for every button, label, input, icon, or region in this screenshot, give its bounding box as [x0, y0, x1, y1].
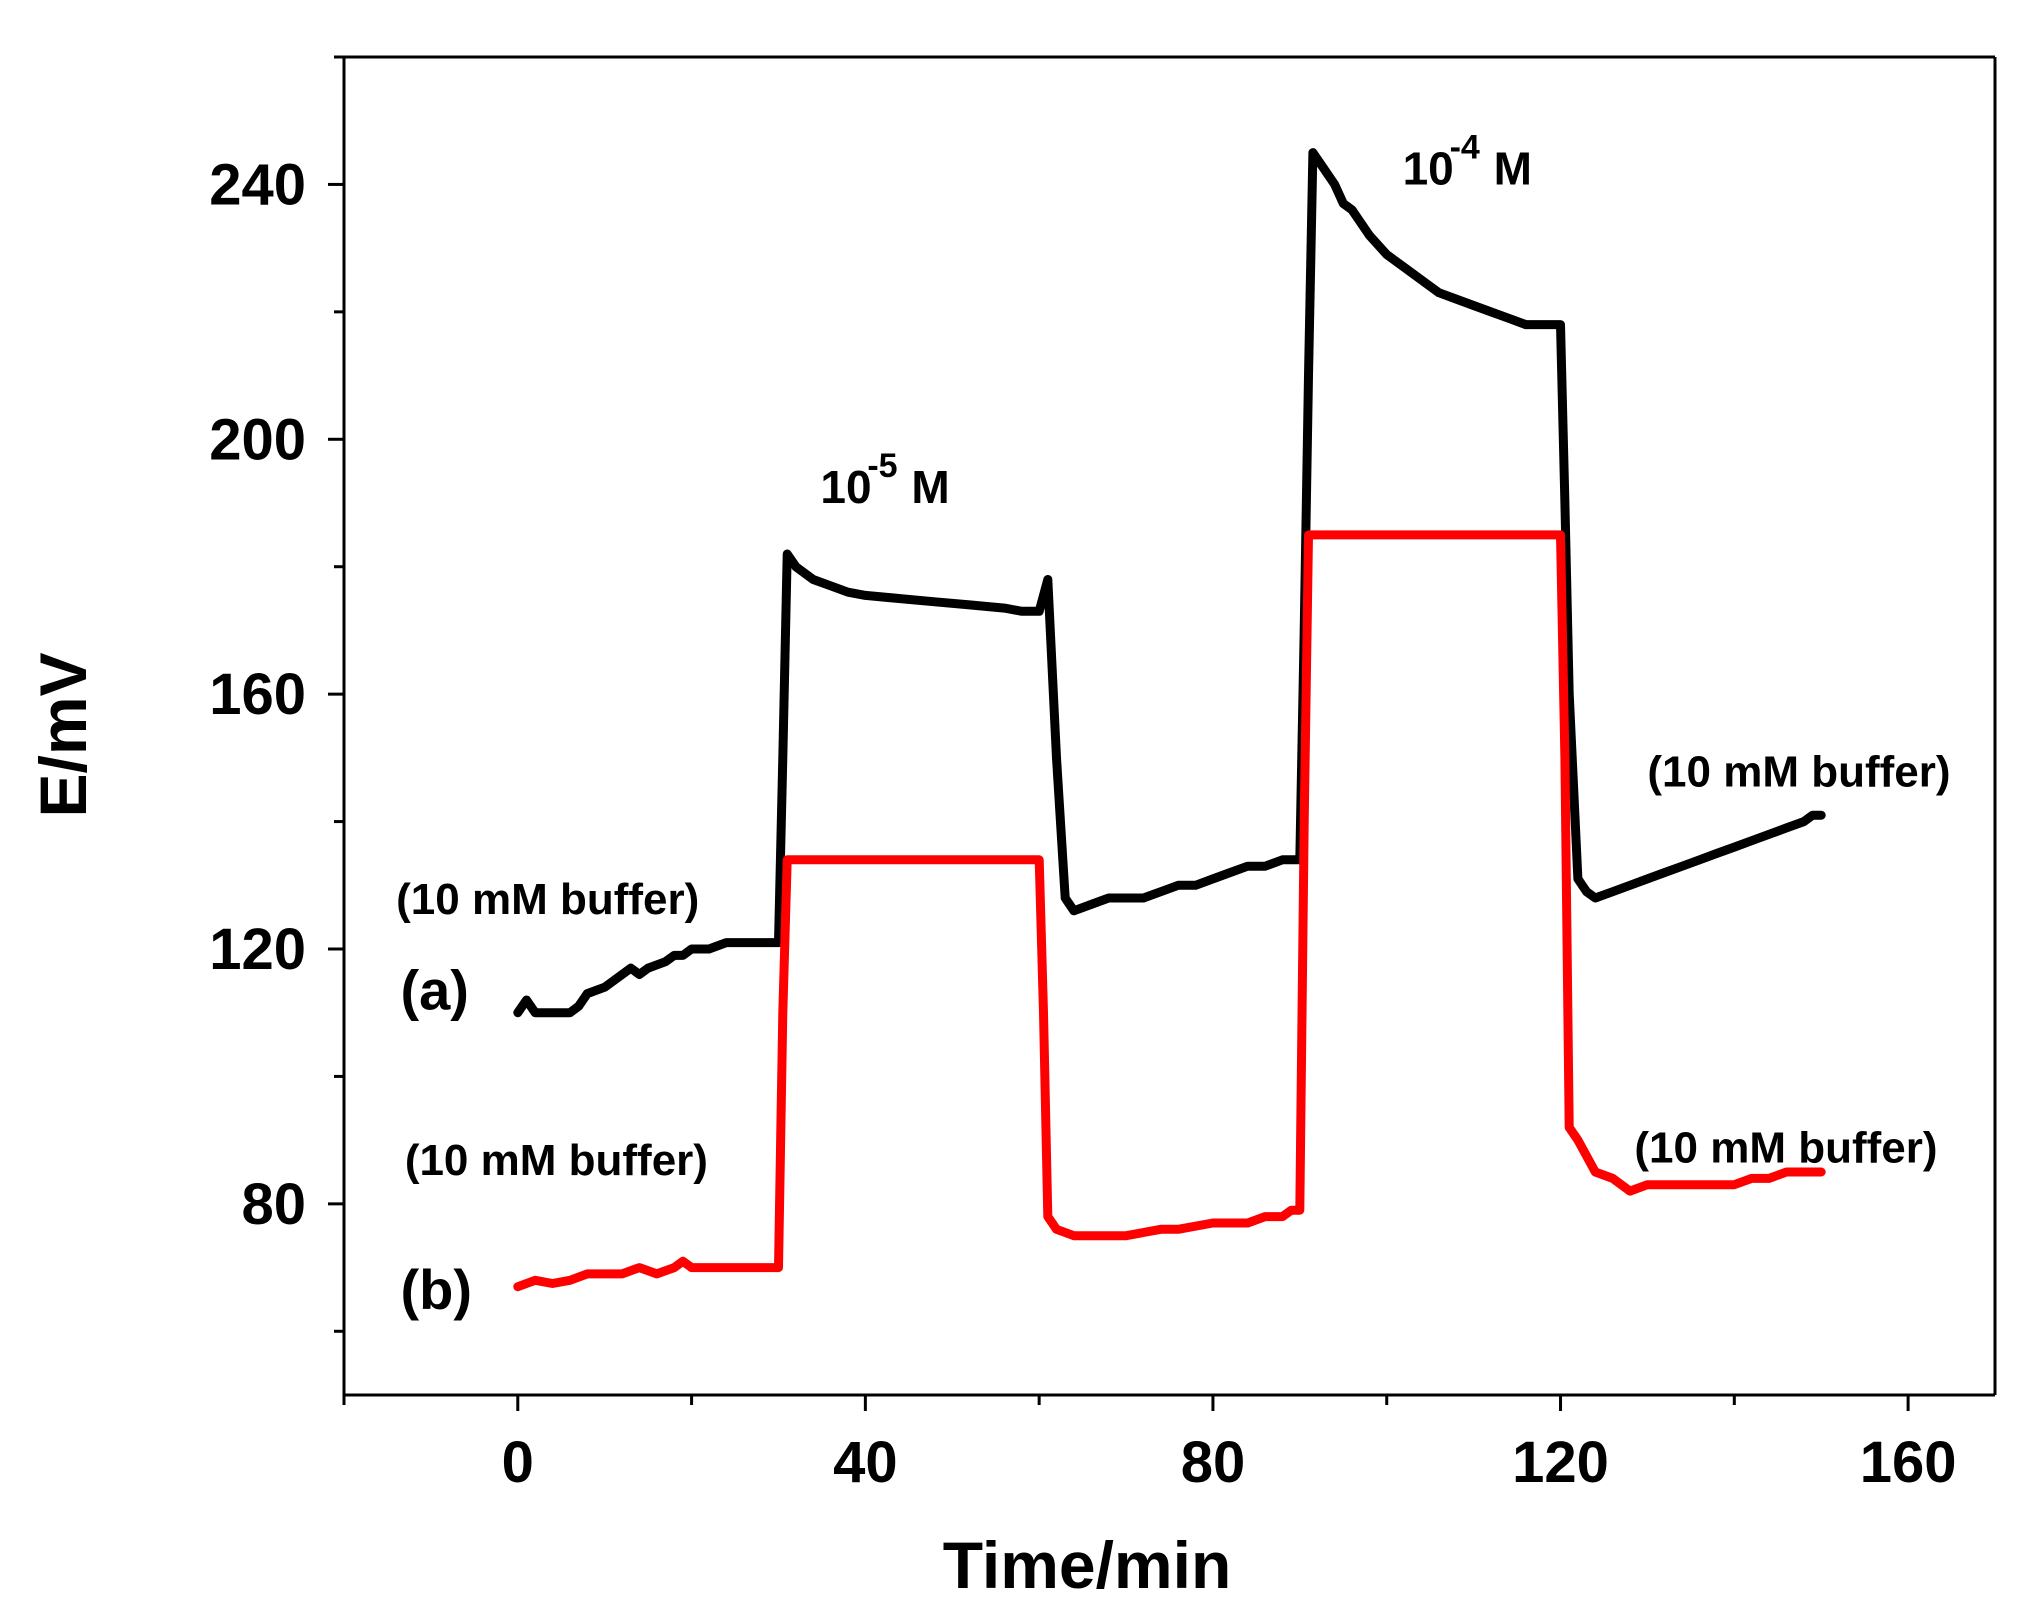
x-tick-label: 120 [1512, 1430, 1609, 1495]
series-layer [513, 148, 1826, 1292]
buffer-annotation: (10 mM buffer) [396, 875, 699, 924]
concentration-exponent: -5 [867, 447, 897, 485]
x-tick-label: 160 [1860, 1430, 1957, 1495]
concentration-base: 10 [1403, 142, 1454, 194]
concentration-label: 10-4 M [1403, 128, 1532, 194]
y-tick-label: 240 [209, 152, 306, 217]
series-tag-label: (b) [400, 1258, 472, 1321]
series-b-line [513, 530, 1826, 1292]
concentration-unit: M [1494, 142, 1532, 194]
ticks: 0 40 80 120 160 80 120 160 200 240 [209, 55, 1957, 1495]
y-tick-label: 200 [209, 407, 306, 472]
concentration-unit: M [911, 461, 949, 513]
x-axis-label: Time/min [943, 1528, 1232, 1602]
concentration-base: 10 [820, 461, 871, 513]
y-tick-label: 160 [209, 662, 306, 727]
buffer-annotation: (10 mM buffer) [1634, 1123, 1937, 1172]
x-tick-label: 40 [833, 1430, 898, 1495]
concentration-label: 10-5 M [820, 447, 949, 513]
series-a-line [513, 148, 1826, 1018]
concentration-exponent: -4 [1450, 128, 1480, 166]
buffer-annotation: (10 mM buffer) [405, 1136, 708, 1185]
annotations: (10 mM buffer) (a) (10 mM buffer) (b) (10 mM… [396, 128, 1950, 1321]
axes [342, 55, 1997, 1397]
x-tick-label: 0 [502, 1430, 534, 1495]
buffer-annotation: (10 mM buffer) [1647, 748, 1950, 797]
series-tag-label: (a) [400, 959, 468, 1022]
y-tick-label: 120 [209, 917, 306, 982]
y-tick-label: 80 [241, 1172, 306, 1237]
y-axis-label: E/mV [26, 652, 100, 817]
x-tick-label: 80 [1181, 1430, 1246, 1495]
